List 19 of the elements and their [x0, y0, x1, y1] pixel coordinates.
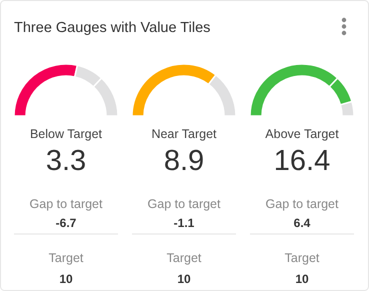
text: 6.4	[294, 216, 311, 230]
text: Three Gauges with Value Tiles	[14, 20, 210, 36]
text: Gap to target	[30, 197, 104, 211]
text: 16.4	[274, 145, 330, 177]
text: Above Target	[265, 127, 340, 141]
text: 3.3	[46, 145, 86, 177]
text: Near Target	[151, 127, 218, 141]
text: Gap to target	[266, 197, 340, 211]
text: Target	[284, 251, 320, 265]
text: 10	[177, 272, 191, 286]
text: 10	[59, 272, 73, 286]
text: Gap to target	[148, 197, 222, 211]
text: 10	[295, 272, 309, 286]
text: Below Target	[30, 127, 103, 141]
text: -1.1	[174, 216, 195, 230]
text: -6.7	[56, 216, 77, 230]
text: Target	[48, 251, 84, 265]
text: 8.9	[164, 145, 204, 177]
text: Target	[166, 251, 202, 265]
